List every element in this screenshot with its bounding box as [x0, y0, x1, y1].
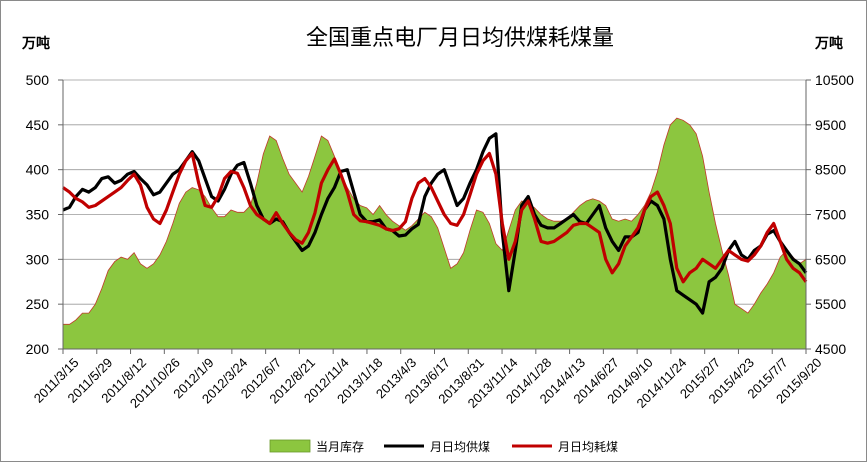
left-y-tick-label: 500: [26, 72, 50, 88]
legend: 当月库存 月日均供煤 月日均耗煤: [269, 439, 618, 454]
left-y-tick-labels: 500 450 400 350 300 250 200: [26, 72, 63, 357]
chart-title: 全国重点电厂月日均供煤耗煤量: [306, 26, 614, 51]
left-y-tick-label: 450: [26, 117, 50, 133]
right-axis-unit: 万吨: [814, 35, 843, 52]
right-y-tick-labels: 10500 9500 8500 7500 6500 5500 4500: [806, 72, 854, 357]
series-lines-layer: [62, 132, 808, 315]
right-y-tick-label: 4500: [815, 341, 846, 357]
legend-label-inventory: 当月库存: [316, 439, 364, 454]
left-y-tick-label: 200: [26, 341, 50, 357]
legend-swatch-inventory: [269, 439, 311, 453]
left-y-tick-label: 400: [26, 162, 50, 178]
inventory-area-layer: [62, 117, 807, 350]
left-y-tick-label: 250: [26, 296, 50, 312]
right-y-tick-label: 8500: [815, 162, 846, 178]
right-y-tick-label: 7500: [815, 207, 846, 223]
inventory-area: [62, 117, 807, 350]
legend-label-supply: 月日均供煤: [430, 440, 490, 454]
plot-area: [62, 79, 808, 350]
right-y-tick-label: 10500: [815, 72, 854, 88]
x-tick-labels: 2011/3/152011/5/292011/8/122011/10/26201…: [31, 349, 825, 411]
left-axis-unit: 万吨: [21, 35, 50, 52]
legend-label-consumption: 月日均耗煤: [558, 440, 618, 454]
right-y-tick-label: 5500: [815, 296, 846, 312]
consumption-line: [62, 151, 808, 284]
right-y-tick-label: 6500: [815, 251, 846, 267]
left-y-tick-label: 350: [26, 207, 50, 223]
left-y-tick-label: 300: [26, 251, 50, 267]
right-y-tick-label: 9500: [815, 117, 846, 133]
